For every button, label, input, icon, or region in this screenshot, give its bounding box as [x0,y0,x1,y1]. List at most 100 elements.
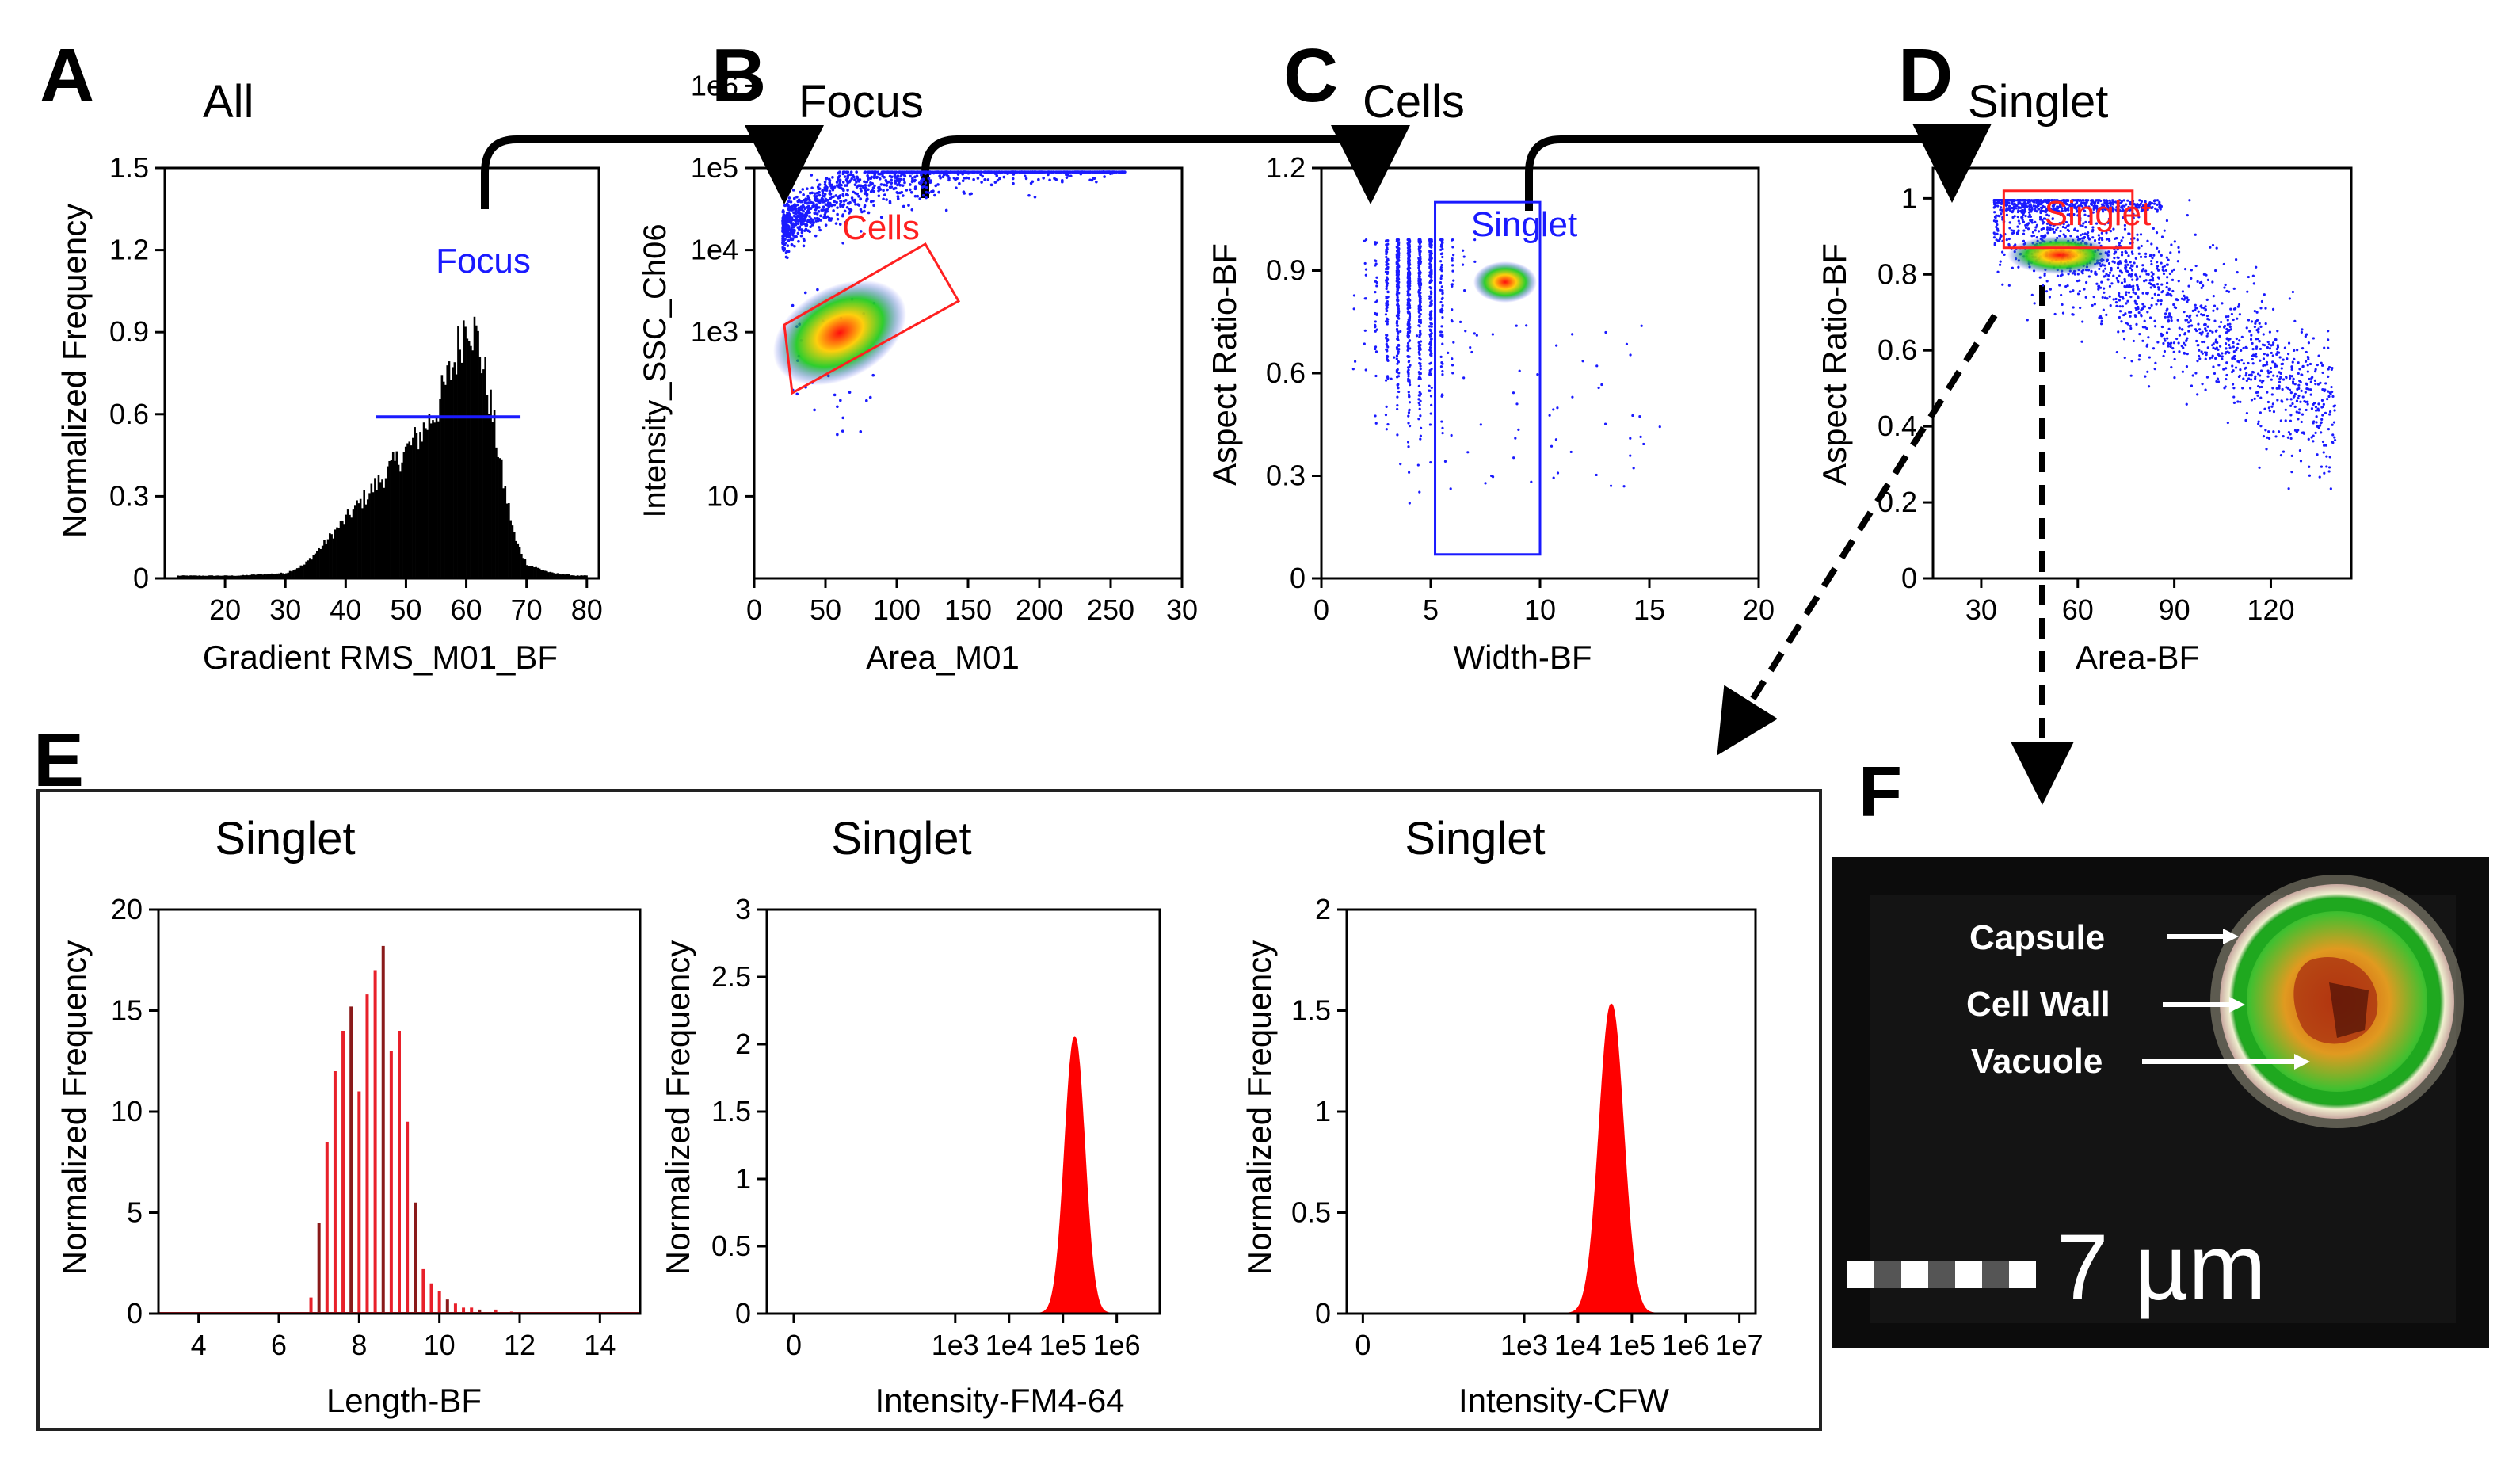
panel-d-scatter-point [2233,357,2236,360]
panel-d-scatter-point [2208,318,2211,321]
panel-d-scatter-point [2137,307,2140,311]
panel-d-scatter-point [2190,277,2193,280]
panel-d-scatter-point [2301,328,2304,331]
panel-b-scatter-point [955,186,958,190]
panel-d-scatter-point [2263,344,2266,347]
panel-d-scatter-point [2117,330,2120,334]
panel-a-histogram-bar [379,482,382,578]
panel-d-scatter-point [2275,387,2278,390]
panel-c-scatter-point [1408,395,1411,399]
panel-c-scatter-point [1629,437,1632,440]
panel-b-scatter-point [824,203,828,207]
panel-c-title: Cells [1363,76,1465,128]
panel-d-scatter-point [2251,274,2255,277]
panel-d-scatter-point [2227,315,2230,318]
panel-d-scatter-point [2078,289,2081,293]
panel-d-scatter-point [2306,364,2309,367]
panel-d-scatter-point [2278,380,2282,383]
panel-c-scatter-point [1451,308,1454,311]
panel-c-scatter-point [1417,350,1420,354]
panel-a-histogram-bar [466,338,469,578]
panel-d-scatter-point [2266,391,2269,394]
panel-c-scatter-point [1407,445,1410,448]
panel-d-scatter-point [2221,355,2224,358]
panel-d-scatter-point [2156,283,2160,286]
panel-c-scatter-point [1419,312,1422,316]
panel-e1-histogram-bar [437,1291,441,1314]
panel-d-scatter-point [2122,338,2126,341]
panel-b-scatter-point [801,188,805,191]
panel-d-scatter-point [2319,381,2322,384]
panel-d-scatter-point [2325,455,2328,458]
panel-c-scatter-point [1407,368,1410,372]
panel-b-scatter-point [831,176,834,179]
panel-b-density [772,280,907,386]
panel-b-scatter-point [896,191,900,195]
panel-c-scatter-point [1375,276,1378,279]
panel-d-scatter-point [2013,202,2016,205]
panel-a-histogram-bar [422,422,425,578]
panel-d-scatter-point [2129,261,2132,264]
panel-c-scatter-point [1397,248,1400,251]
panel-c-scatter-point [1406,341,1410,345]
panel-d-scatter-point [2171,289,2175,293]
panel-d-scatter-point [2301,431,2305,434]
panel-b-scatter-point [838,182,841,186]
panel-b-scatter-point [998,177,1001,181]
panel-d-scatter-point [2022,204,2026,208]
panel-a-histogram-bar [470,345,472,578]
panel-d-scatter-point [2120,239,2123,242]
panel-b-scatter-point [783,204,787,208]
panel-b-scatter-point [843,175,847,178]
panel-d-scatter-point [2158,200,2161,204]
panel-d-scatter-point [2263,293,2266,296]
panel-d-scatter-point [2191,309,2194,312]
panel-d-scatter-point [2136,238,2139,242]
panel-d-scatter-point [2035,210,2038,213]
panel-c-scatter-point [1556,406,1559,410]
panel-b-scatter-point [803,216,807,219]
panel-d-scatter-point [2287,487,2290,490]
panel-d-scatter-point [2333,404,2337,407]
panel-a-histogram-bar [417,449,420,578]
panel-d-scatter-point [2120,281,2124,284]
panel-c-scatter-point [1408,380,1411,383]
panel-b-scatter-point [823,193,827,196]
panel-a-histogram-bar [467,341,471,578]
panel-d-scatter-point [2209,357,2212,360]
panel-d-scatter-point [2251,341,2254,345]
panel-c-scatter-point [1440,269,1443,273]
panel-b-scatter-point [875,176,879,180]
panel-d-scatter-point [2293,405,2297,408]
panel-b-scatter-point [934,184,938,188]
panel-c-xtick-label: 5 [1423,593,1439,626]
panel-c-scatter-point [1597,386,1600,390]
panel-b-scatter-point [813,408,816,412]
panel-d-scatter-point [2312,420,2316,423]
panel-d-scatter-point [2105,313,2108,317]
panel-d-scatter-point [2314,431,2317,434]
panel-a-histogram-bar [220,575,223,578]
panel-b-scatter-point [1100,170,1104,174]
panel-b-scatter-point [796,219,800,223]
panel-c-scatter-point [1386,344,1389,347]
panel-b-scatter-point [1027,170,1031,174]
panel-b-scatter-point [883,183,886,187]
panel-d-scatter-point [2142,267,2145,271]
panel-e2-title: Singlet [831,813,971,864]
panel-e1-ytick-label: 5 [127,1196,143,1229]
panel-c-scatter-point [1406,441,1410,444]
panel-b-scatter-point [818,228,822,232]
panel-a-histogram-bar [216,575,219,578]
panel-d-scatter-point [2155,303,2158,306]
panel-c-scatter-point [1554,438,1558,441]
panel-b-scatter-point [844,193,848,196]
panel-c-scatter-point [1406,344,1410,347]
panel-b-scatter-point [865,199,868,203]
panel-d-scatter-point [2011,209,2015,213]
panel-b-scatter-point [783,238,787,241]
panel-c-scatter-point [1429,279,1432,282]
panel-d-scatter-point [2038,276,2042,279]
panel-d-scatter-point [2150,303,2153,307]
panel-b-scatter-point [799,234,803,238]
